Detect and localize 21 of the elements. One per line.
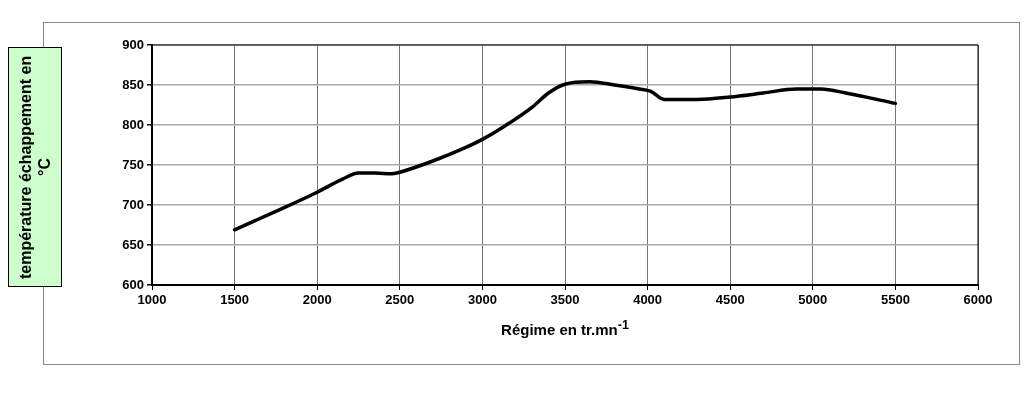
x-tick-label: 2000 bbox=[302, 292, 332, 308]
x-tick-label: 5000 bbox=[798, 292, 828, 308]
y-tick-label: 750 bbox=[122, 156, 144, 172]
x-tick-label: 1000 bbox=[137, 292, 167, 308]
x-tick-label: 6000 bbox=[963, 292, 993, 308]
line-series bbox=[232, 80, 898, 232]
x-tick-label: 1500 bbox=[220, 292, 250, 308]
y-tick-label: 700 bbox=[122, 196, 144, 212]
x-tick-label: 5500 bbox=[880, 292, 910, 308]
y-tick-label: 900 bbox=[122, 36, 144, 52]
y-tick-label: 800 bbox=[122, 116, 144, 132]
y-axis-title: température échappement en °C bbox=[16, 54, 54, 281]
x-tick-label: 4000 bbox=[633, 292, 663, 308]
y-tick-label: 850 bbox=[122, 76, 144, 92]
x-tick-label: 3500 bbox=[550, 292, 580, 308]
x-tick-label: 3000 bbox=[467, 292, 497, 308]
x-axis-title: Régime en tr.mn$^{-1}$ bbox=[500, 318, 630, 338]
x-tick-label: 4500 bbox=[715, 292, 745, 308]
x-tick-label: 2500 bbox=[385, 292, 415, 308]
y-tick-label: 600 bbox=[122, 276, 144, 292]
y-tick-label: 650 bbox=[122, 236, 144, 252]
